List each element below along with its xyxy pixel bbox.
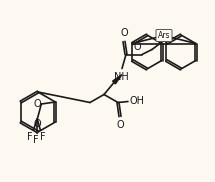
Text: O: O [120, 27, 128, 37]
Text: F: F [32, 135, 38, 145]
Text: F: F [40, 132, 45, 142]
Text: F: F [26, 132, 32, 142]
Polygon shape [113, 74, 122, 84]
FancyBboxPatch shape [156, 29, 172, 41]
Text: NH: NH [114, 72, 128, 82]
Text: O: O [34, 99, 41, 109]
Text: Ars: Ars [158, 31, 170, 40]
Text: OH: OH [130, 96, 145, 106]
Text: O: O [34, 119, 41, 129]
Text: O: O [116, 120, 124, 130]
Text: O: O [133, 43, 141, 52]
